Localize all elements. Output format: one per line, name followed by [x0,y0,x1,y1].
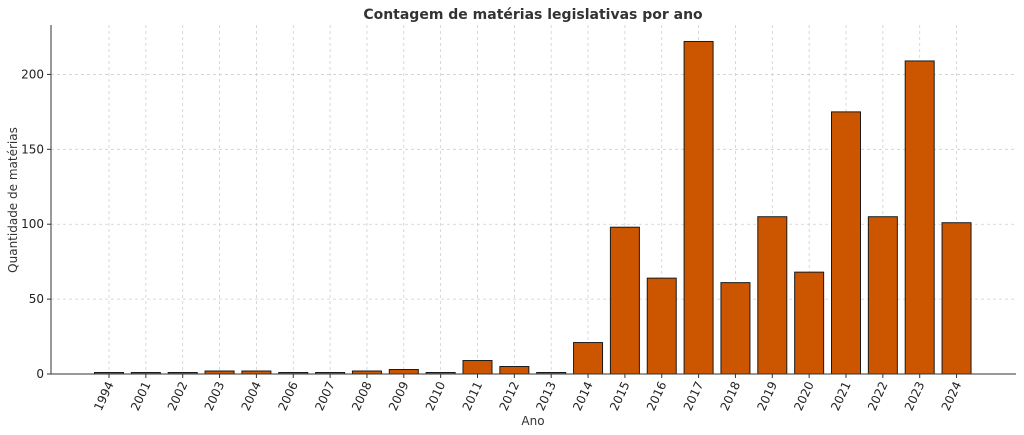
x-tick-label: 2011 [460,379,486,413]
y-tick-label: 100 [21,217,44,231]
y-tick-label: 50 [29,292,44,306]
x-tick-label: 2016 [644,379,670,413]
bar-2009 [388,369,419,375]
x-tick-label: 1994 [91,379,117,413]
x-tick-label: 2001 [128,379,154,413]
bar-2016 [646,277,677,375]
bar-2017 [683,40,714,375]
x-tick-label: 2004 [239,379,265,413]
x-tick-label: 2010 [423,379,449,413]
y-tick-label: 200 [21,67,44,81]
x-ticks: 1994 2001 2002 2003 2004 2006 2007 2008 2009 2010… [91,374,964,413]
x-tick-label: 2024 [939,379,965,413]
bar-2012 [499,366,530,375]
x-tick-label: 2020 [791,379,817,413]
x-tick-label: 2003 [202,379,228,413]
x-tick-label: 2006 [275,379,301,413]
x-tick-label: 2007 [312,379,338,413]
x-tick-label: 2008 [349,379,375,413]
x-tick-label: 2014 [570,379,596,413]
axes [50,25,1016,375]
x-tick-label: 2013 [533,379,559,413]
x-tick-label: 2015 [607,379,633,413]
x-tick-label: 2002 [165,379,191,413]
bar-2014 [573,342,604,375]
x-tick-label: 2019 [754,379,780,413]
bar-2024 [941,222,972,375]
x-tick-label: 2018 [718,379,744,413]
bar-2021 [831,111,861,375]
bar-2019 [757,216,788,375]
x-tick-label: 2022 [865,379,891,413]
x-tick-label: 2023 [902,379,928,413]
bar-2015 [609,226,640,375]
x-tick-label: 2009 [386,379,412,413]
y-tick-label: 0 [36,367,44,381]
bar-2018 [720,282,751,375]
y-axis-label: Quantidade de matérias [6,127,20,273]
x-axis-label: Ano [521,414,544,428]
y-ticks: 0 50 100 150 200 [21,67,51,381]
chart-title: Contagem de matérias legislativas por an… [363,7,703,23]
y-tick-label: 150 [21,142,44,156]
bar-2022 [867,216,898,375]
bar-2023 [904,60,935,375]
bar-2020 [794,271,825,375]
bars [94,40,972,375]
bar-2011 [462,360,493,375]
x-tick-label: 2021 [828,379,854,413]
x-tick-label: 2012 [496,379,522,413]
x-tick-label: 2017 [681,379,707,413]
